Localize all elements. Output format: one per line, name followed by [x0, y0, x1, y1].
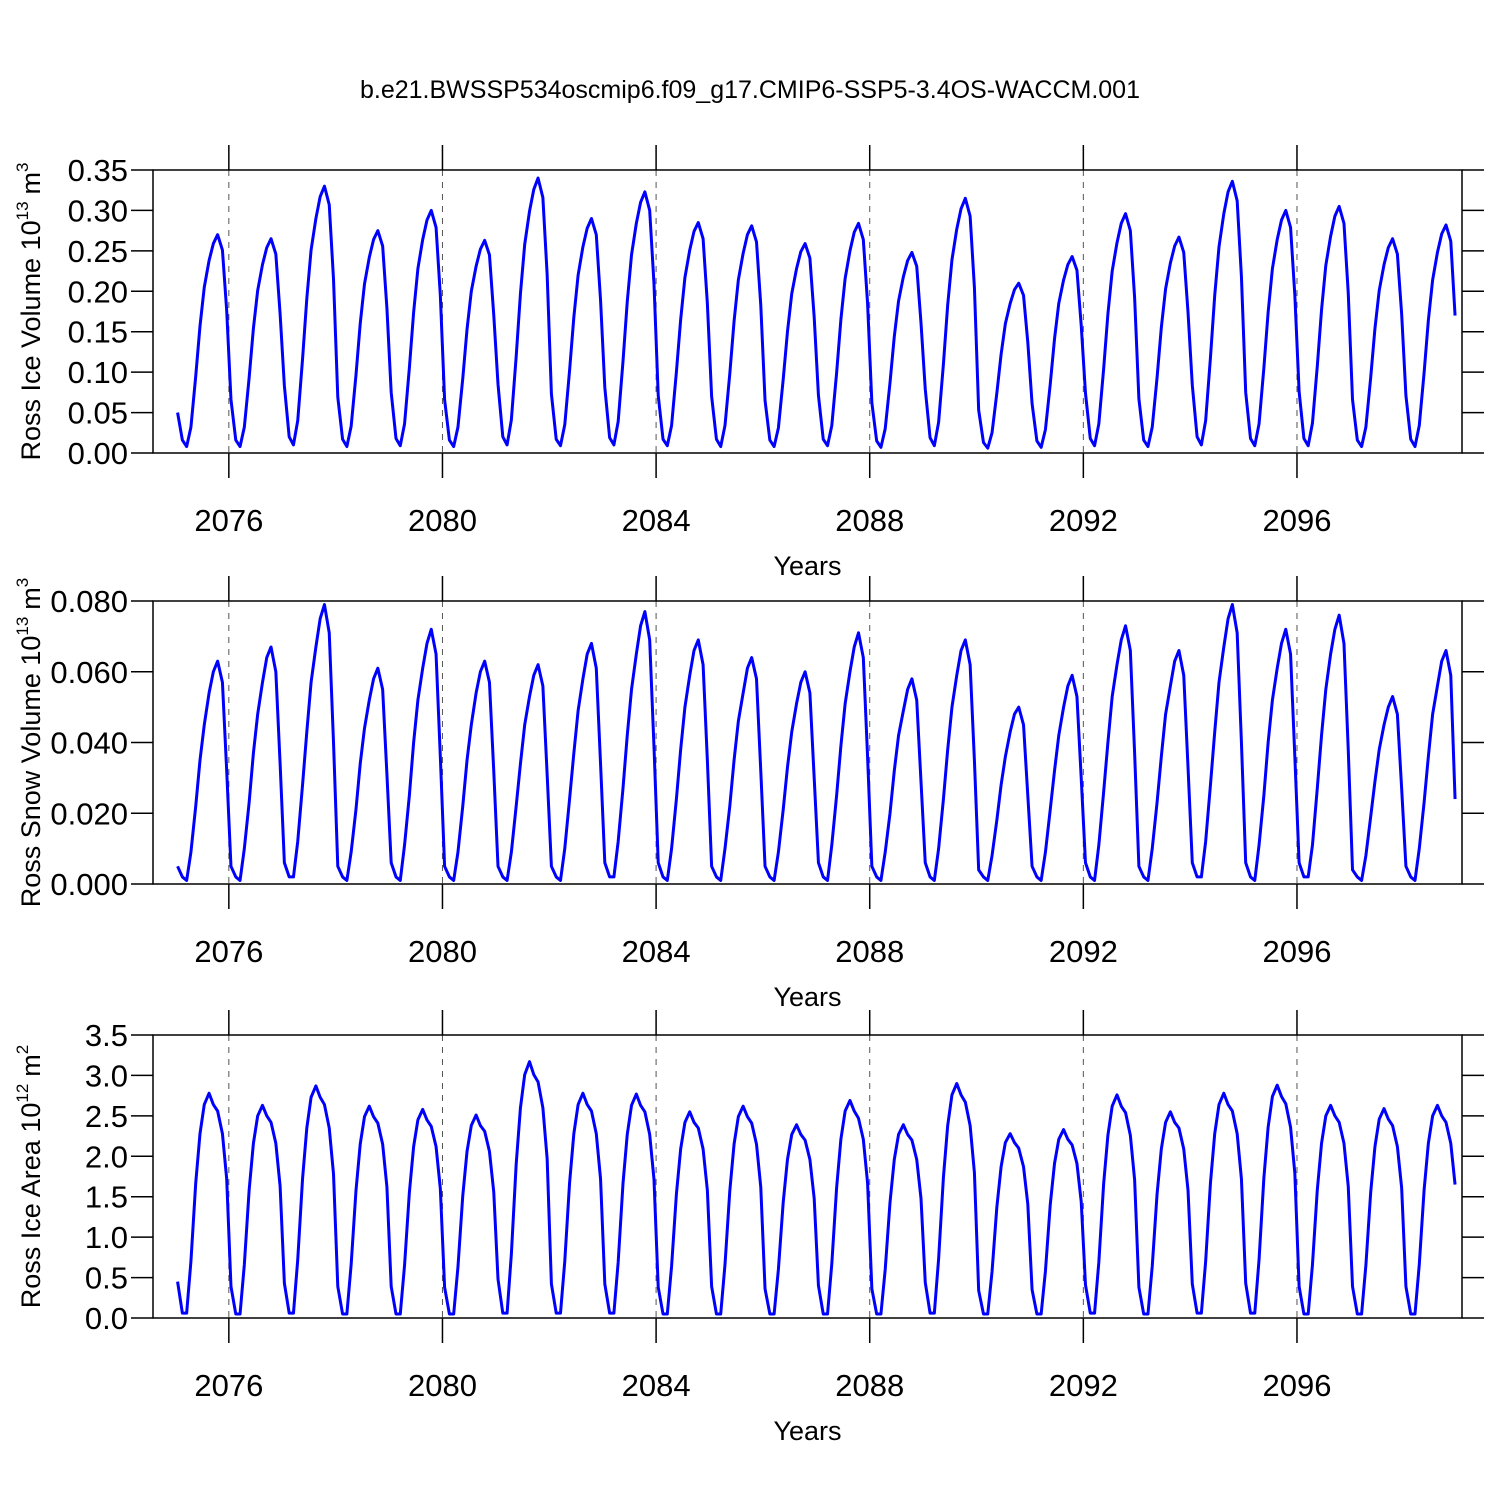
y-tick-label: 0.040	[50, 726, 128, 761]
y-axis-label-exp: 13	[13, 617, 32, 636]
y-tick-label: 0.0	[85, 1301, 128, 1336]
plot-frame	[152, 1034, 1463, 1319]
y-axis-label-unit: m	[16, 1054, 46, 1077]
y-tick-label: 0.05	[68, 396, 128, 431]
y-tick-label: 2.5	[85, 1099, 128, 1134]
y-axis-label-unit-exp: 2	[13, 1045, 32, 1054]
y-tick-label: 0.060	[50, 655, 128, 690]
y-tick-label: 3.0	[85, 1058, 128, 1093]
y-tick-label: 0.35	[68, 153, 128, 188]
y-axis-label-unit: m	[16, 172, 46, 195]
y-tick-label: 0.000	[50, 867, 128, 902]
x-tick-label: 2084	[622, 503, 691, 538]
x-tick-label: 2088	[835, 503, 904, 538]
x-axis-label: Years	[773, 1416, 841, 1446]
x-tick-label: 2076	[194, 934, 263, 969]
y-axis-label-unit-exp: 3	[13, 578, 32, 587]
y-tick-label: 0.020	[50, 796, 128, 831]
x-tick-label: 2096	[1262, 1368, 1331, 1403]
x-tick-label: 2092	[1049, 1368, 1118, 1403]
y-tick-label: 0.15	[68, 315, 128, 350]
y-tick-label: 0.30	[68, 193, 128, 228]
x-tick-label: 2084	[622, 1368, 691, 1403]
y-tick-label: 3.5	[85, 1018, 128, 1053]
y-tick-label: 1.5	[85, 1180, 128, 1215]
y-tick-label: 0.20	[68, 274, 128, 309]
y-axis-label-text: Ross Ice Volume 10	[16, 220, 46, 460]
y-axis-label: Ross Snow Volume 1013 m3	[13, 578, 46, 908]
y-axis-label: Ross Ice Area 1012 m2	[13, 1045, 46, 1309]
x-tick-label: 2080	[408, 1368, 477, 1403]
y-axis-label: Ross Ice Volume 1013 m3	[13, 162, 46, 460]
x-tick-label: 2080	[408, 934, 477, 969]
chart-title: b.e21.BWSSP534oscmip6.f09_g17.CMIP6-SSP5…	[360, 76, 1140, 104]
y-tick-label: 0.080	[50, 584, 128, 619]
x-tick-label: 2088	[835, 934, 904, 969]
plot-frame	[152, 169, 1463, 454]
y-axis-label-text: Ross Snow Volume 10	[16, 636, 46, 908]
plot-frame	[152, 600, 1463, 885]
x-tick-label: 2076	[194, 1368, 263, 1403]
x-tick-label: 2096	[1262, 503, 1331, 538]
x-tick-label: 2092	[1049, 934, 1118, 969]
data-line	[176, 1060, 1457, 1316]
y-axis-label-unit: m	[16, 587, 46, 610]
y-tick-label: 1.0	[85, 1220, 128, 1255]
x-tick-label: 2092	[1049, 503, 1118, 538]
x-tick-label: 2076	[194, 503, 263, 538]
data-line	[176, 176, 1457, 450]
y-tick-label: 2.0	[85, 1139, 128, 1174]
data-line	[176, 603, 1457, 882]
y-axis-label-text: Ross Ice Area 10	[16, 1103, 46, 1309]
x-tick-label: 2084	[622, 934, 691, 969]
y-axis-label-exp: 12	[13, 1084, 32, 1103]
x-axis-label: Years	[773, 982, 841, 1012]
y-tick-label: 0.25	[68, 234, 128, 269]
y-tick-label: 0.5	[85, 1261, 128, 1296]
y-axis-label-unit-exp: 3	[13, 162, 32, 171]
y-axis-label-exp: 13	[13, 201, 32, 220]
x-tick-label: 2096	[1262, 934, 1331, 969]
y-tick-label: 0.00	[68, 436, 128, 471]
x-tick-label: 2080	[408, 503, 477, 538]
y-tick-label: 0.10	[68, 355, 128, 390]
x-tick-label: 2088	[835, 1368, 904, 1403]
x-axis-label: Years	[773, 551, 841, 581]
